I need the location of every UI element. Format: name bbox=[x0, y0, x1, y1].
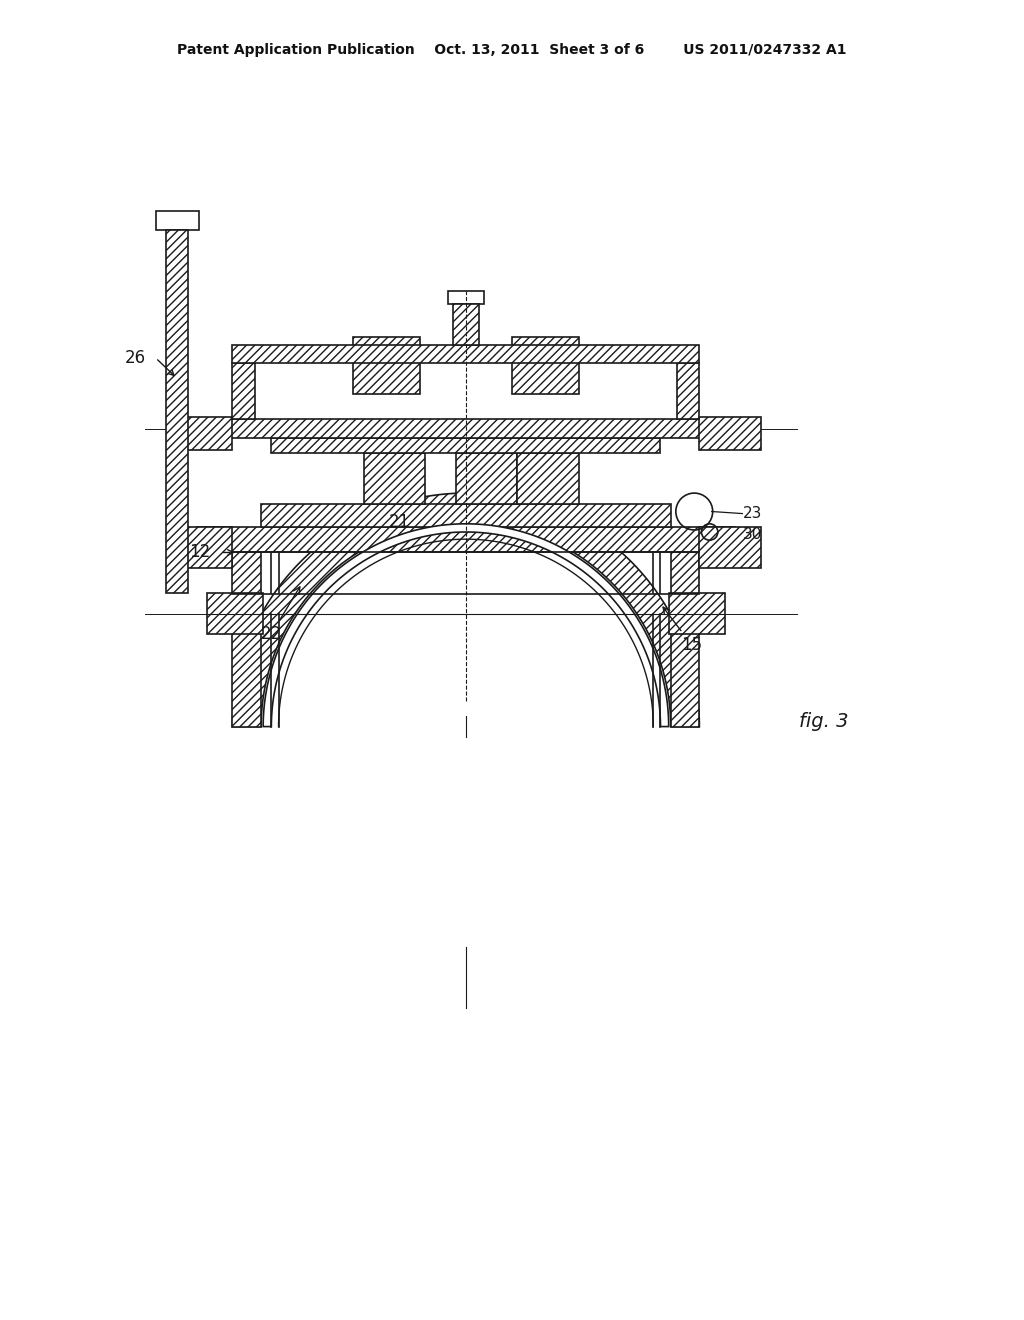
Text: 21: 21 bbox=[388, 512, 410, 531]
Bar bbox=[207, 594, 263, 635]
Bar bbox=[364, 346, 410, 385]
Bar bbox=[512, 338, 579, 393]
Text: 22: 22 bbox=[260, 587, 300, 643]
Bar bbox=[353, 338, 420, 393]
Bar bbox=[456, 453, 517, 504]
Bar bbox=[677, 363, 699, 420]
Bar bbox=[671, 614, 699, 726]
Text: 15: 15 bbox=[664, 607, 702, 653]
Text: Patent Application Publication    Oct. 13, 2011  Sheet 3 of 6        US 2011/024: Patent Application Publication Oct. 13, … bbox=[177, 44, 847, 57]
Bar bbox=[197, 527, 735, 553]
Bar bbox=[517, 453, 579, 504]
Bar bbox=[364, 453, 425, 504]
Bar bbox=[671, 553, 699, 594]
Text: 12: 12 bbox=[189, 544, 210, 561]
Bar bbox=[271, 438, 660, 453]
Bar bbox=[699, 417, 761, 450]
Polygon shape bbox=[232, 494, 699, 726]
Text: 23: 23 bbox=[742, 506, 762, 521]
Bar bbox=[232, 553, 261, 594]
Text: 26: 26 bbox=[124, 348, 145, 367]
Bar bbox=[232, 345, 699, 363]
Polygon shape bbox=[263, 524, 669, 726]
Bar bbox=[232, 614, 261, 726]
Text: 30: 30 bbox=[742, 527, 762, 541]
Bar bbox=[166, 230, 188, 594]
Bar bbox=[156, 211, 199, 230]
Bar bbox=[453, 304, 479, 345]
Bar bbox=[449, 292, 484, 304]
Bar bbox=[171, 527, 232, 568]
Text: fig. 3: fig. 3 bbox=[799, 711, 848, 731]
Bar bbox=[171, 417, 232, 450]
Bar bbox=[699, 527, 761, 568]
Bar bbox=[669, 594, 725, 635]
Bar bbox=[232, 363, 255, 420]
Bar bbox=[261, 504, 671, 527]
Bar bbox=[522, 346, 568, 385]
Bar bbox=[197, 420, 735, 438]
